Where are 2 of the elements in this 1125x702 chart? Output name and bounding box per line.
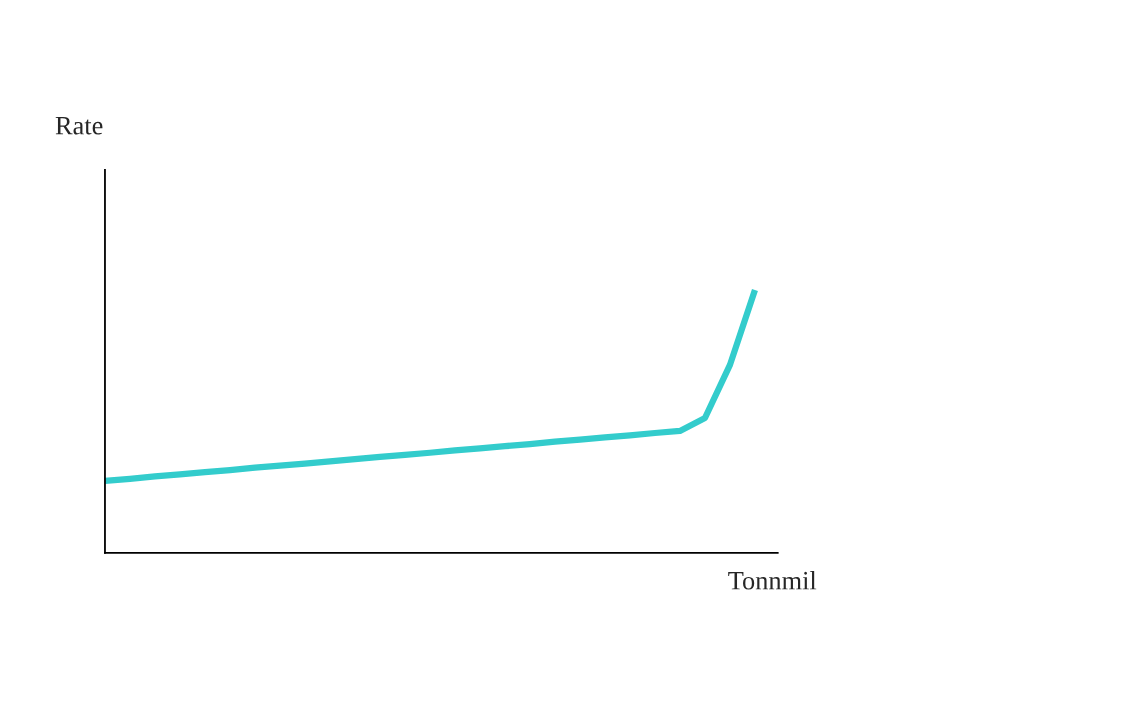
text: Rate (55, 117, 103, 135)
x-axis-title: Tonnmil (728, 571, 817, 590)
